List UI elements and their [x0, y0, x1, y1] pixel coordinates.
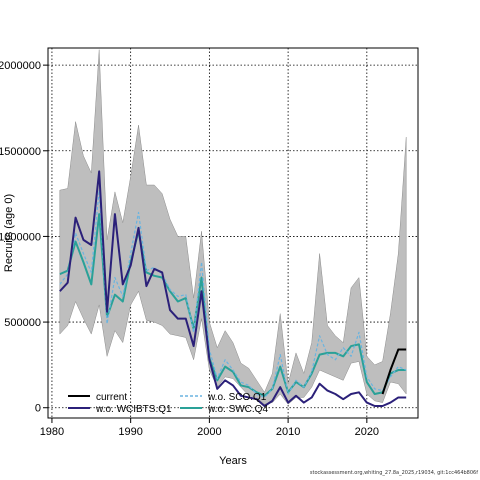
legend-label: w.o. WCIBTS.Q1 — [95, 404, 172, 415]
y-axis: 0 500000 1000000 1500000 2000000 — [0, 60, 48, 415]
x-tick-label: 2000 — [197, 426, 221, 438]
confidence-band — [59, 49, 407, 405]
y-tick-label: 0 — [35, 403, 41, 415]
y-tick-label: 1000000 — [0, 231, 41, 243]
x-axis-title: Years — [219, 455, 247, 467]
x-tick-label: 2010 — [276, 426, 300, 438]
series-line-w-o-sco-q1 — [59, 189, 407, 399]
x-tick-label: 1990 — [118, 426, 142, 438]
y-tick-label: 1500000 — [0, 146, 41, 158]
y-tick-label: 2000000 — [0, 60, 41, 72]
plot-frame — [47, 47, 419, 419]
series-line-current — [381, 348, 407, 395]
legend-label: w.o. SWC.Q4 — [207, 404, 268, 415]
x-tick-label: 2020 — [355, 426, 379, 438]
y-tick-label: 500000 — [4, 317, 41, 329]
confidence-band-area — [59, 49, 407, 405]
legend-label: current — [96, 392, 127, 403]
series-line-w-o-swc-q4 — [59, 213, 407, 397]
x-tick-label: 1980 — [40, 426, 64, 438]
y-axis-title: Recruits (age 0) — [3, 194, 15, 272]
series-lines — [59, 170, 407, 408]
x-axis: 1980 1990 2000 2010 2020 — [40, 418, 379, 438]
legend-label: w.o. SCO.Q1 — [207, 392, 267, 403]
series-line-w-o-wcibts-q1 — [59, 170, 407, 408]
footer-credit: stockassessment.org,whiting_27.8a_2025,r… — [309, 470, 478, 476]
legend: current w.o. SCO.Q1 w.o. WCIBTS.Q1 w.o. SWC… — [68, 392, 268, 415]
